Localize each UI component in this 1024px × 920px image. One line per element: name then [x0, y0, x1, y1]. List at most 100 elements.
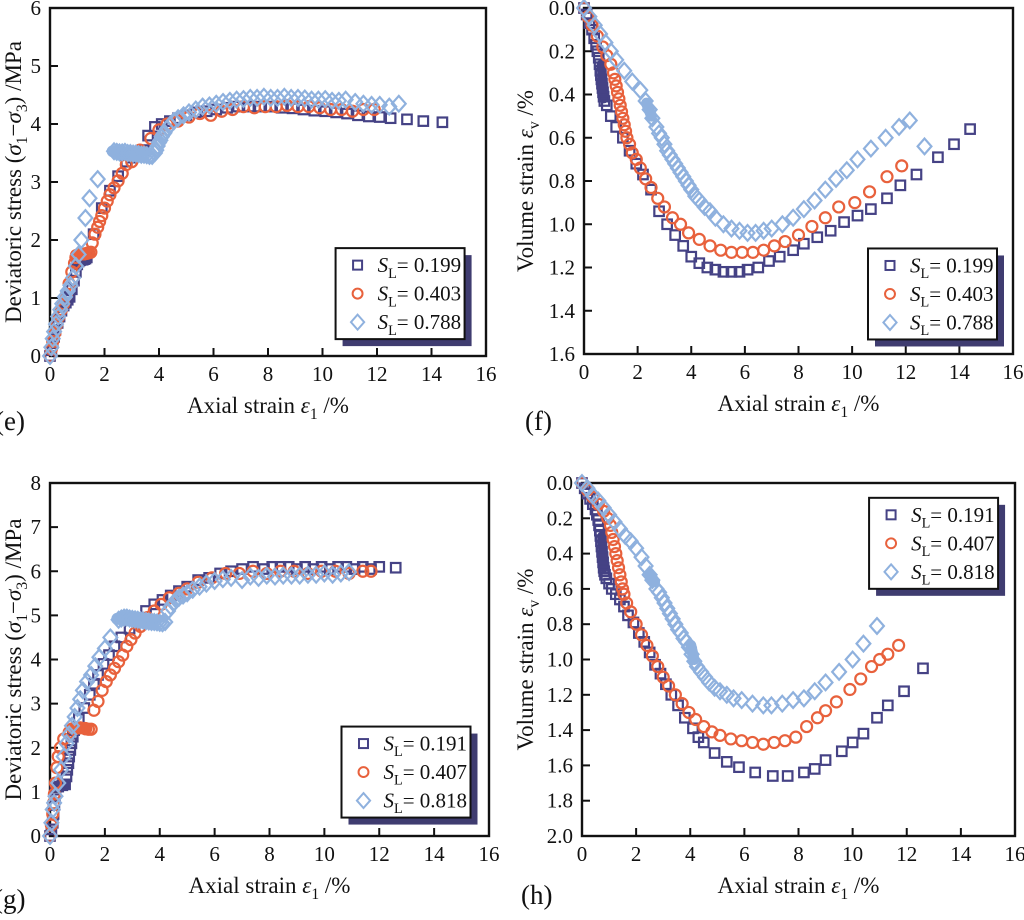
svg-text:16: 16 — [1003, 360, 1024, 384]
svg-text:12: 12 — [367, 362, 388, 386]
svg-text:14: 14 — [950, 842, 972, 866]
svg-text:2: 2 — [31, 228, 42, 252]
svg-text:SL= 0.818: SL= 0.818 — [911, 560, 995, 589]
svg-text:6: 6 — [740, 360, 751, 384]
svg-text:0.8: 0.8 — [547, 612, 573, 636]
svg-text:SL= 0.199: SL= 0.199 — [378, 253, 462, 282]
svg-text:6: 6 — [31, 559, 42, 583]
svg-text:0: 0 — [31, 344, 42, 368]
svg-text:1: 1 — [31, 286, 42, 310]
svg-text:6: 6 — [739, 842, 750, 866]
svg-text:SL= 0.407: SL= 0.407 — [911, 531, 995, 560]
svg-text:5: 5 — [31, 603, 42, 627]
svg-text:16: 16 — [479, 842, 500, 866]
svg-text:2: 2 — [31, 736, 42, 760]
svg-text:0: 0 — [579, 360, 590, 384]
svg-text:Axial strain ε1 /%: Axial strain ε1 /% — [189, 873, 351, 903]
svg-text:10: 10 — [842, 842, 863, 866]
series-SL-0.403 — [43, 98, 381, 363]
chart-h: 0 2 4 6 8 10 12 14 16 0.0 0.2 0.4 0.6 0.8 1.0 1.2 1.4 1.6… — [513, 471, 1024, 903]
svg-text:1.6: 1.6 — [547, 753, 573, 777]
chart-f: 0 2 4 6 8 10 12 14 16 0.0 0.2 0.4 0.6 0.8 1.0 1.2 1.4 1.6… — [513, 0, 1024, 421]
svg-text:1.8: 1.8 — [547, 789, 573, 813]
svg-text:1.4: 1.4 — [547, 718, 574, 742]
svg-text:8: 8 — [263, 362, 274, 386]
series-SL-0.407 — [43, 564, 378, 843]
panel-label-g: (g) — [0, 884, 26, 914]
svg-text:SL= 0.818: SL= 0.818 — [383, 789, 467, 818]
svg-text:12: 12 — [896, 842, 917, 866]
svg-text:8: 8 — [31, 471, 42, 495]
svg-text:0.0: 0.0 — [547, 471, 573, 495]
svg-text:7: 7 — [31, 515, 42, 539]
svg-text:4: 4 — [155, 842, 166, 866]
svg-text:Volume strain εv /%: Volume strain εv /% — [513, 90, 543, 272]
svg-text:Deviatoric stress (σ1−σ3) /MP: Deviatoric stress (σ1−σ3) /MPa — [1, 41, 31, 323]
subplot-h: 0 2 4 6 8 10 12 14 16 0.0 0.2 0.4 0.6 0.8 1.0 1.2 1.4 1.6… — [512, 460, 1024, 920]
svg-text:16: 16 — [476, 362, 497, 386]
axes-h: 0 2 4 6 8 10 12 14 16 0.0 0.2 0.4 0.6 0.8 1.0 1.2 1.4 1.6… — [513, 471, 1024, 903]
svg-text:2: 2 — [631, 842, 642, 866]
panel-label-f: (f) — [525, 406, 552, 436]
svg-text:4: 4 — [685, 842, 696, 866]
svg-text:0: 0 — [45, 362, 56, 386]
svg-text:6: 6 — [31, 0, 42, 20]
svg-text:6: 6 — [208, 362, 219, 386]
svg-text:1.0: 1.0 — [547, 648, 573, 672]
svg-text:1.2: 1.2 — [549, 256, 575, 280]
svg-text:Deviatoric stress (σ1−σ3) /MP: Deviatoric stress (σ1−σ3) /MPa — [1, 519, 31, 801]
svg-text:0.4: 0.4 — [549, 83, 576, 107]
svg-text:SL= 0.403: SL= 0.403 — [378, 282, 462, 311]
svg-text:8: 8 — [264, 842, 275, 866]
svg-text:2.0: 2.0 — [547, 824, 573, 848]
subplot-e: 0 2 4 6 8 10 12 14 16 0 1 2 3 4 5 6 Axial strain ε1 /% De… — [0, 0, 512, 460]
svg-text:0.2: 0.2 — [547, 506, 573, 530]
svg-text:3: 3 — [31, 170, 42, 194]
svg-text:1.2: 1.2 — [547, 683, 573, 707]
axes-f: 0 2 4 6 8 10 12 14 16 0.0 0.2 0.4 0.6 0.8 1.0 1.2 1.4 1.6… — [513, 0, 1024, 421]
svg-text:4: 4 — [154, 362, 165, 386]
series-SL-0.407 — [575, 476, 906, 751]
svg-text:14: 14 — [424, 842, 446, 866]
svg-text:Axial strain ε1 /%: Axial strain ε1 /% — [718, 391, 880, 421]
svg-text:0: 0 — [577, 842, 588, 866]
svg-text:8: 8 — [793, 360, 804, 384]
svg-text:5: 5 — [31, 54, 42, 78]
svg-text:12: 12 — [369, 842, 390, 866]
svg-text:SL= 0.788: SL= 0.788 — [910, 310, 994, 339]
svg-text:0: 0 — [31, 824, 42, 848]
svg-text:2: 2 — [99, 362, 110, 386]
subplot-g: 0 2 4 6 8 10 12 14 16 0 1 2 3 4 5 6 7 8 Axial strain ε1 /%… — [0, 460, 512, 920]
svg-text:0: 0 — [45, 842, 56, 866]
series-SL-0.788 — [41, 87, 408, 366]
svg-text:4: 4 — [686, 360, 697, 384]
svg-text:Axial strain ε1 /%: Axial strain ε1 /% — [187, 393, 349, 423]
svg-text:3: 3 — [31, 692, 42, 716]
svg-text:4: 4 — [31, 648, 42, 672]
svg-text:SL= 0.407: SL= 0.407 — [383, 760, 467, 789]
svg-text:10: 10 — [842, 360, 863, 384]
svg-text:0.6: 0.6 — [547, 577, 573, 601]
svg-text:0.6: 0.6 — [549, 126, 575, 150]
svg-text:Volume strain εv /%: Volume strain εv /% — [513, 569, 543, 751]
subplot-f: 0 2 4 6 8 10 12 14 16 0.0 0.2 0.4 0.6 0.8 1.0 1.2 1.4 1.6… — [512, 0, 1024, 460]
svg-text:SL= 0.199: SL= 0.199 — [910, 253, 994, 282]
series-SL-0.788 — [575, 0, 933, 243]
svg-text:Axial strain ε1 /%: Axial strain ε1 /% — [718, 873, 880, 903]
series-SL-0.199 — [578, 2, 976, 278]
svg-text:SL= 0.788: SL= 0.788 — [378, 310, 462, 339]
svg-text:8: 8 — [793, 842, 804, 866]
series-SL-0.191 — [576, 477, 929, 782]
svg-text:1.6: 1.6 — [549, 342, 575, 366]
panel-label-h: (h) — [521, 880, 553, 910]
svg-text:0.8: 0.8 — [549, 169, 575, 193]
svg-text:SL= 0.191: SL= 0.191 — [383, 732, 467, 761]
svg-text:0.4: 0.4 — [547, 542, 574, 566]
